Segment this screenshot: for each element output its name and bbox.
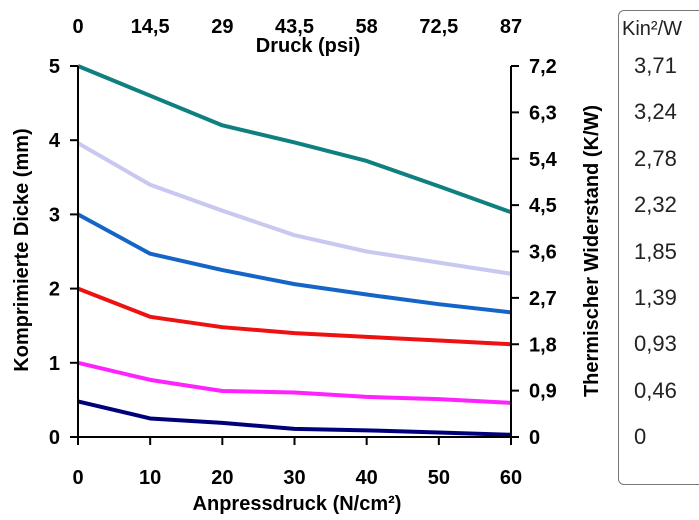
- right-tick-label: 7,2: [529, 56, 557, 78]
- x-tick-label: 50: [428, 467, 450, 489]
- x-tick-label: 30: [283, 467, 305, 489]
- side-scale-value: 2,32: [634, 192, 677, 218]
- side-scale-value: 1,39: [634, 284, 677, 310]
- series-line-5: [77, 360, 512, 405]
- x-axis-title: Anpressdruck (N/cm²): [193, 493, 402, 515]
- y-tick-label: 2: [49, 279, 60, 301]
- top-tick-label: 14,5: [131, 16, 170, 38]
- x-tick-label: 0: [72, 467, 83, 489]
- y-tick-label: 3: [49, 204, 60, 226]
- series-line-1: [77, 64, 512, 215]
- side-scale-value: 0,46: [634, 377, 677, 403]
- y-tick-label: 4: [49, 130, 61, 152]
- side-scale-value: 3,71: [634, 53, 677, 78]
- x-tick-label: 10: [139, 467, 161, 489]
- side-scale-value: 0,93: [634, 331, 677, 357]
- right-tick-label: 0: [529, 427, 540, 449]
- y-axis-title: Komprimierte Dicke (mm): [11, 128, 33, 371]
- x-tick-label: 40: [356, 467, 378, 489]
- top-tick-label: 43,5: [275, 16, 314, 38]
- side-scale-value: 0: [634, 424, 647, 449]
- right-tick-label: 4,5: [529, 195, 557, 217]
- top-tick-label: 29: [211, 16, 233, 38]
- side-scale-value: 3,24: [634, 99, 677, 125]
- y-tick-label: 5: [49, 56, 60, 78]
- series-line-2: [77, 141, 512, 276]
- right-tick-label: 0,9: [529, 381, 557, 403]
- side-scale-value: 1,85: [634, 238, 677, 264]
- right-tick-label: 1,8: [529, 334, 557, 356]
- x-tick-label: 60: [500, 467, 522, 489]
- right-tick-label: 2,7: [529, 288, 557, 310]
- right-tick-label: 3,6: [529, 242, 557, 264]
- side-scale-box: [618, 10, 699, 485]
- right-tick-label: 6,3: [529, 102, 557, 124]
- series-line-6: [77, 399, 512, 437]
- y-tick-label: 1: [49, 353, 60, 375]
- series-line-4: [77, 286, 512, 347]
- top-tick-label: 58: [356, 16, 378, 38]
- top-tick-label: 87: [500, 16, 522, 38]
- side-scale-value: 2,78: [634, 145, 677, 171]
- top-axis-title: Druck (psi): [256, 35, 360, 57]
- x-tick-label: 20: [211, 467, 233, 489]
- right-tick-label: 5,4: [529, 149, 558, 171]
- series-line-3: [77, 212, 512, 315]
- top-tick-label: 72,5: [419, 16, 458, 38]
- y-tick-label: 0: [49, 427, 60, 449]
- side-scale-header: Kin²/W: [622, 18, 682, 40]
- right-axis-title: Thermischer Widerstand (K/W): [581, 105, 603, 397]
- top-tick-label: 0: [72, 16, 83, 38]
